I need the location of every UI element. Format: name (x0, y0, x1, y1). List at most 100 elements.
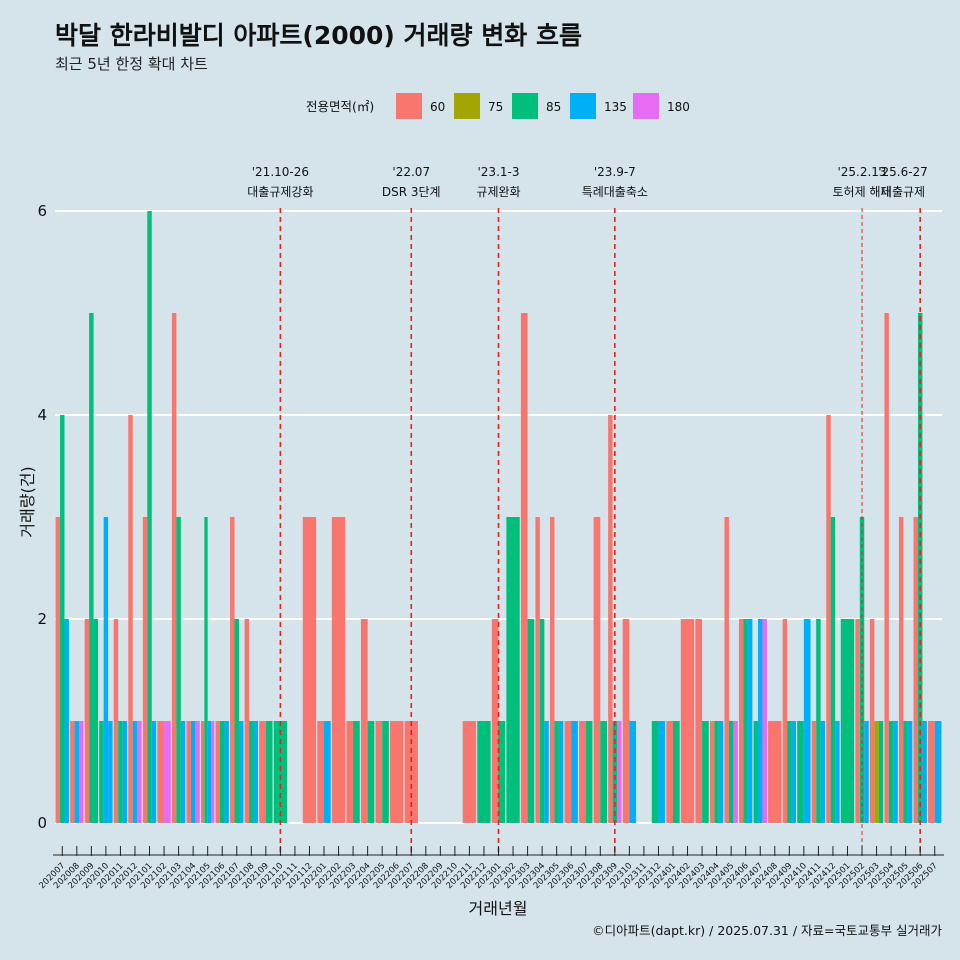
bar-202203-85 (353, 721, 360, 823)
bar-202409-60 (782, 619, 788, 823)
bar-202503-60 (869, 619, 875, 823)
bar-202407-85 (753, 721, 759, 823)
bar-202409-85 (787, 721, 792, 823)
bar-202404-135 (718, 721, 724, 823)
bar-202105-180 (211, 721, 215, 823)
bar-202009-60 (84, 619, 90, 823)
bar-202309-60 (608, 415, 613, 823)
legend-label-135: 135 (604, 100, 627, 114)
bar-202304-60 (535, 517, 540, 823)
bar-202101-135 (151, 721, 157, 823)
bar-202402-60 (680, 619, 695, 823)
bar-202506-60 (913, 517, 918, 823)
bar-202102-180 (164, 721, 171, 823)
bar-202012-135 (132, 721, 138, 823)
bar-202104-135 (190, 721, 196, 823)
bar-202012-60 (128, 415, 133, 823)
bar-202105-60 (200, 721, 205, 823)
bar-202408-60 (768, 721, 782, 823)
bar-202011-60 (113, 619, 119, 823)
bar-202312-135 (658, 721, 666, 823)
bar-202109-85 (265, 721, 273, 823)
bar-202107-85 (234, 619, 239, 823)
x-axis-title: 거래년월 (469, 899, 528, 918)
bar-202308-85 (600, 721, 607, 823)
bar-202205-60 (375, 721, 383, 823)
bar-202403-60 (695, 619, 703, 823)
bars (55, 211, 942, 823)
annotation-label: 특례대출축소 (582, 185, 648, 199)
bar-202104-60 (186, 721, 191, 823)
bar-202108-135 (253, 721, 258, 823)
bar-202307-85 (585, 721, 593, 823)
legend: 전용면적(㎡) 60 75 85 135 180 (306, 93, 690, 119)
bar-202312-85 (651, 721, 659, 823)
bar-202502-60 (855, 619, 860, 823)
y-tick-label: 6 (37, 202, 47, 220)
bar-202406-60 (739, 619, 744, 823)
bar-202409-135 (791, 721, 797, 823)
bar-202504-60 (884, 313, 889, 823)
bar-202406-85 (743, 619, 748, 823)
bar-202301-85 (498, 721, 506, 823)
bar-202212-85 (477, 721, 491, 823)
bar-202501-85 (840, 619, 855, 823)
x-axis: 2020072020082020092020102020112020122021… (37, 846, 944, 891)
y-axis: 0 2 4 6 (37, 202, 47, 832)
chart-title: 박달 한라비발디 아파트(2000) 거래량 변화 흐름 (55, 21, 582, 50)
annotation-lines: '21.10-26 대출규제강화 '22.07 DSR 3단계 '23.1-3 규제완화 '… (247, 165, 928, 855)
legend-swatch-180 (633, 93, 659, 119)
bar-202502-135 (864, 721, 869, 823)
annotation-date: '23.1-3 (478, 165, 520, 179)
bar-202305-85 (554, 721, 559, 823)
bar-202403-85 (702, 721, 709, 823)
bar-202411-135 (820, 721, 826, 823)
bar-202308-60 (593, 517, 601, 823)
bar-202201-135 (324, 721, 331, 823)
legend-swatch-135 (570, 93, 596, 119)
bar-202008-180 (79, 721, 84, 823)
bar-202009-85 (93, 619, 99, 823)
bar-202103-135 (180, 721, 186, 823)
annotation-date: '23.9-7 (594, 165, 636, 179)
legend-label-85: 85 (546, 100, 561, 114)
bar-202010-85 (99, 721, 104, 823)
bar-202010-135 (108, 721, 113, 823)
bar-202206-60 (390, 721, 404, 823)
caption: ©디아파트(dapt.kr) / 2025.07.31 / 자료=국토교통부 실… (592, 923, 942, 938)
annotation-label: 토허제 해제 (833, 185, 892, 199)
bar-202404-85 (714, 721, 719, 823)
bar-202406-135 (747, 619, 753, 823)
bar-202009-85 (89, 313, 94, 823)
bar-202503-85 (878, 721, 884, 823)
y-tick-label: 4 (37, 406, 47, 424)
bar-202107-135 (238, 721, 244, 823)
bar-202310-60 (622, 619, 630, 823)
bar-202306-60 (564, 721, 572, 823)
bar-202012-180 (137, 721, 142, 823)
bar-202302-85 (506, 517, 520, 823)
annotation-label: 규제완화 (476, 185, 520, 199)
bar-202305-135 (558, 721, 564, 823)
bar-202401-60 (666, 721, 673, 823)
annotation-date: '22.07 (392, 165, 430, 179)
bar-202101-60 (142, 517, 148, 823)
bar-202008-135 (74, 721, 80, 823)
bar-202407-180 (762, 619, 767, 823)
bar-202103-60 (171, 313, 177, 823)
bar-202412-85 (830, 517, 836, 823)
bar-202010-135 (103, 517, 109, 823)
bar-202505-135 (907, 721, 913, 823)
bar-202410-85 (797, 721, 804, 823)
bar-202412-60 (826, 415, 831, 823)
y-tick-label: 0 (37, 814, 47, 832)
legend-label-180: 180 (667, 100, 690, 114)
bar-202011-135 (122, 721, 128, 823)
bar-202112-60 (302, 517, 317, 823)
bar-202309-180 (617, 721, 622, 823)
bar-202207-60 (404, 721, 418, 823)
bar-202211-60 (462, 721, 477, 823)
bar-202304-135 (544, 721, 549, 823)
bar-202202-60 (331, 517, 346, 823)
bar-202407-135 (758, 619, 763, 823)
